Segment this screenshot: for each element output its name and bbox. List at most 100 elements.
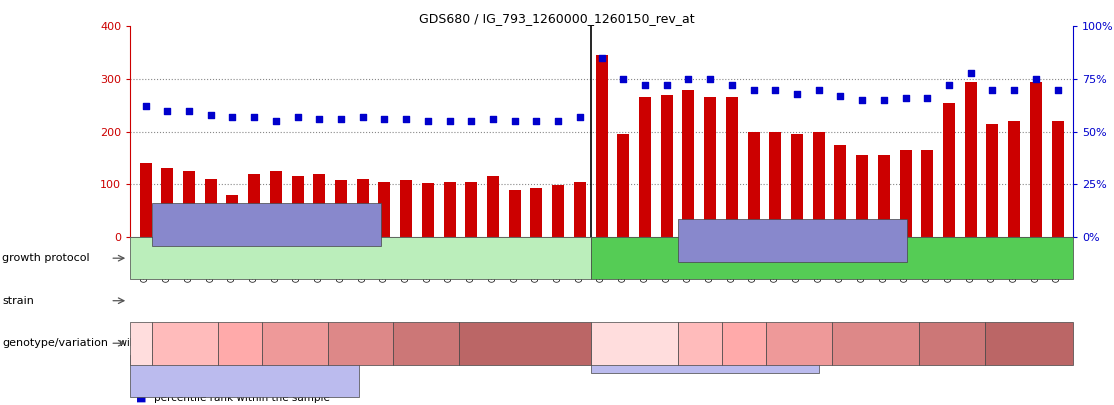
Point <box>874 97 892 103</box>
Text: strain: strain <box>2 296 35 306</box>
Bar <box>443 181 456 237</box>
Point <box>940 82 958 89</box>
Text: aerobic: aerobic <box>340 253 381 263</box>
Point <box>375 116 393 122</box>
Point <box>267 118 285 124</box>
Point <box>506 118 524 124</box>
Point <box>202 111 219 118</box>
Text: count: count <box>154 378 183 388</box>
Text: ■: ■ <box>136 393 146 403</box>
Text: arcAfnr: arcAfnr <box>781 338 817 348</box>
Bar <box>857 155 868 237</box>
Bar <box>205 179 216 237</box>
Text: wild type: wild type <box>222 371 267 381</box>
Text: oxyR: oxyR <box>414 338 438 348</box>
Text: genotype/variation: genotype/variation <box>2 338 108 348</box>
Text: arcAfnr: arcAfnr <box>277 338 312 348</box>
Bar <box>683 90 694 237</box>
Text: percentile rank within the sample: percentile rank within the sample <box>154 393 330 403</box>
Bar <box>270 171 282 237</box>
Bar <box>356 179 369 237</box>
Point <box>571 114 589 120</box>
Text: appY: appY <box>173 338 197 348</box>
Bar <box>987 124 998 237</box>
Bar <box>813 132 824 237</box>
Point <box>614 76 632 82</box>
Bar <box>791 134 803 237</box>
Bar <box>726 98 737 237</box>
Bar <box>400 180 412 237</box>
Bar <box>1052 121 1064 237</box>
Bar <box>422 183 433 237</box>
Bar <box>944 103 955 237</box>
Point <box>1027 76 1045 82</box>
Text: oxyR: oxyR <box>940 338 965 348</box>
Bar <box>466 181 477 237</box>
Text: soxS: soxS <box>1017 338 1040 348</box>
Text: arcA: arcA <box>733 338 755 348</box>
Point <box>549 118 567 124</box>
Point <box>810 86 828 93</box>
Bar <box>770 132 781 237</box>
Point <box>680 76 697 82</box>
Point <box>332 116 350 122</box>
Point <box>961 69 979 76</box>
Point <box>766 86 784 93</box>
Point <box>723 82 741 89</box>
Text: GDS680 / IG_793_1260000_1260150_rev_at: GDS680 / IG_793_1260000_1260150_rev_at <box>419 12 695 25</box>
Point <box>419 118 437 124</box>
Point <box>485 116 502 122</box>
Point <box>701 76 719 82</box>
Point <box>897 95 915 101</box>
Bar <box>1008 121 1020 237</box>
Bar <box>292 177 303 237</box>
Bar <box>379 181 390 237</box>
Point <box>853 97 871 103</box>
Point <box>918 95 936 101</box>
Point <box>398 116 416 122</box>
Bar <box>1030 81 1042 237</box>
Point <box>158 107 176 114</box>
Text: ■: ■ <box>136 378 146 388</box>
Point <box>1048 86 1066 93</box>
Point <box>311 116 329 122</box>
Point <box>593 55 610 61</box>
Text: wild type: wild type <box>612 338 657 348</box>
Point <box>1005 86 1023 93</box>
Text: wild type: wild type <box>683 347 727 357</box>
Bar <box>183 171 195 237</box>
Text: appY: appY <box>688 338 712 348</box>
Bar <box>921 150 934 237</box>
Bar <box>704 98 716 237</box>
Point <box>354 114 372 120</box>
Point <box>441 118 459 124</box>
Text: mutant: mutant <box>772 235 813 245</box>
Point <box>528 118 546 124</box>
Bar <box>313 174 325 237</box>
Point <box>137 103 155 110</box>
Bar <box>553 185 564 237</box>
Bar <box>226 195 238 237</box>
Text: soxS: soxS <box>514 338 536 348</box>
Point <box>636 82 654 89</box>
Text: fnr: fnr <box>869 338 882 348</box>
Point <box>245 114 263 120</box>
Point <box>831 93 849 99</box>
Point <box>180 107 198 114</box>
Text: mutant: mutant <box>246 220 286 229</box>
Point <box>984 86 1001 93</box>
Bar <box>162 168 173 237</box>
Bar <box>900 150 911 237</box>
Point <box>788 90 805 97</box>
Point <box>657 82 675 89</box>
Point <box>744 86 762 93</box>
Bar <box>596 55 607 237</box>
Bar <box>509 190 520 237</box>
Bar <box>878 155 890 237</box>
Bar <box>574 181 586 237</box>
Bar <box>617 134 629 237</box>
Text: arcA: arcA <box>229 338 251 348</box>
Text: anaerobic: anaerobic <box>804 253 859 263</box>
Bar <box>747 132 760 237</box>
Text: wild type: wild type <box>119 338 164 348</box>
